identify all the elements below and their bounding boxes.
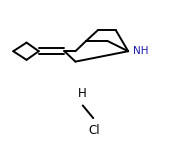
Text: H: H — [77, 87, 86, 100]
Text: NH: NH — [133, 46, 148, 56]
Text: Cl: Cl — [88, 124, 100, 137]
